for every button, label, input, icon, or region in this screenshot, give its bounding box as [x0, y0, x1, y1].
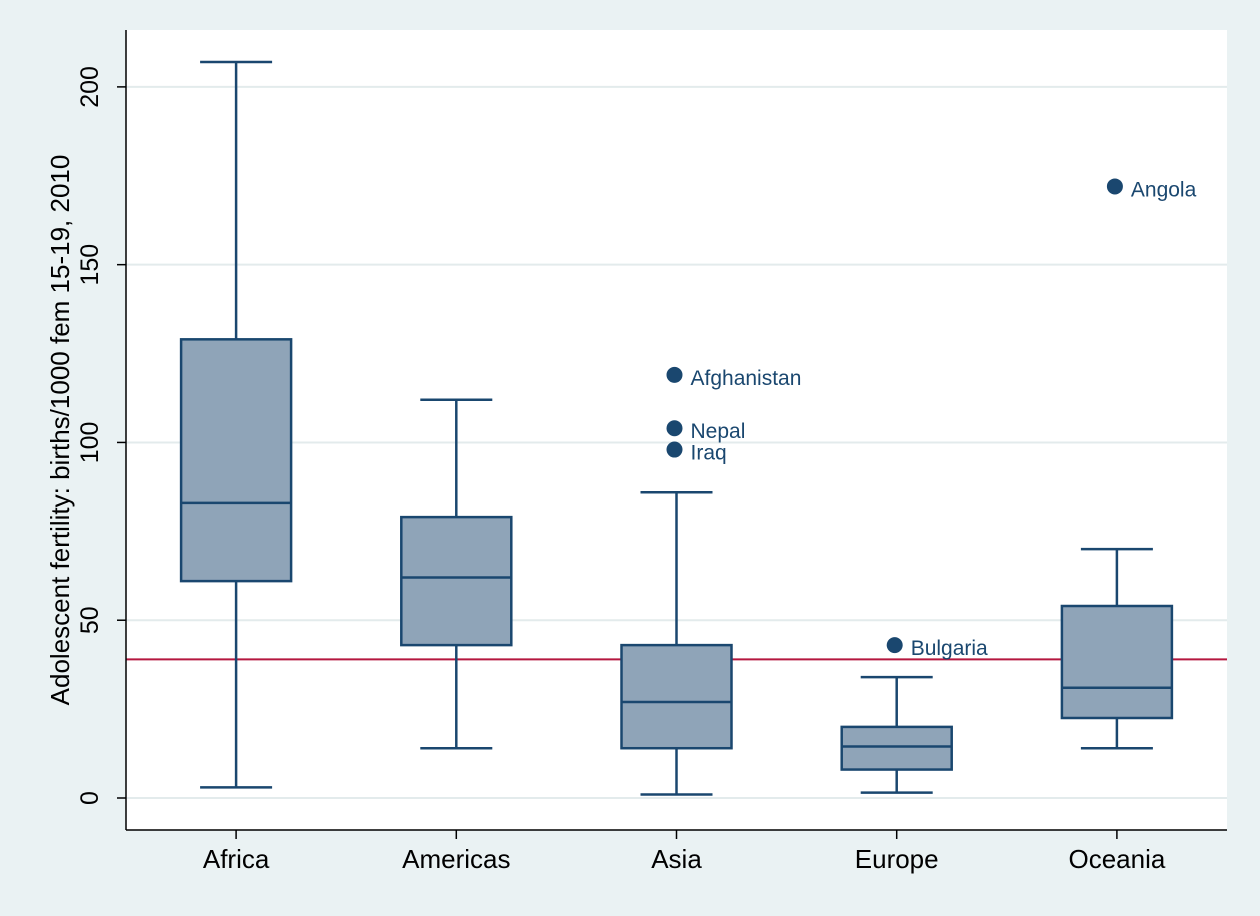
y-tick-label: 200 [76, 66, 104, 108]
y-tick-label: 0 [76, 791, 104, 805]
iqr-box [400, 515, 513, 647]
outlier-angola: Angola [1106, 178, 1197, 201]
iqr-box [620, 643, 733, 750]
outlier-bulgaria: Bulgaria [886, 637, 988, 660]
x-category-label: Oceania [1068, 844, 1165, 874]
iqr-box [179, 338, 293, 583]
box-europe [840, 675, 953, 794]
outlier-point [666, 441, 683, 458]
x-category-label: Africa [203, 844, 270, 874]
outlier-point [1106, 178, 1123, 195]
box-americas [400, 398, 513, 750]
outlier-afghanistan: Afghanistan [666, 366, 802, 390]
outlier-label: Angola [1131, 178, 1197, 201]
outlier-point [886, 637, 903, 654]
outlier-point [666, 366, 683, 383]
outlier-point [666, 420, 683, 437]
outlier-iraq: Iraq [666, 441, 727, 465]
x-category-labels: Africa Americas Asia Europe Oceania [203, 830, 1166, 874]
y-tick-label: 150 [76, 244, 104, 286]
y-axis-title: Adolescent fertility: births/1000 fem 15… [45, 155, 75, 706]
boxes-layer [179, 60, 1174, 796]
box-africa [179, 60, 293, 789]
x-category-label: Americas [402, 844, 510, 874]
iqr-box [840, 725, 953, 771]
box-oceania [1060, 547, 1174, 750]
outlier-label: Bulgaria [911, 637, 988, 660]
iqr-box [1060, 604, 1174, 720]
outlier-label: Iraq [691, 442, 727, 465]
outlier-nepal: Nepal [666, 420, 746, 443]
box-asia [620, 490, 733, 796]
y-tick-label: 50 [76, 606, 104, 634]
x-category-label: Asia [651, 844, 702, 874]
y-ticks: 0 50 100 150 200 [76, 66, 126, 805]
outlier-label: Nepal [691, 420, 746, 443]
y-tick-label: 100 [76, 422, 104, 464]
x-category-label: Europe [855, 844, 939, 874]
outlier-label: Afghanistan [691, 367, 802, 390]
